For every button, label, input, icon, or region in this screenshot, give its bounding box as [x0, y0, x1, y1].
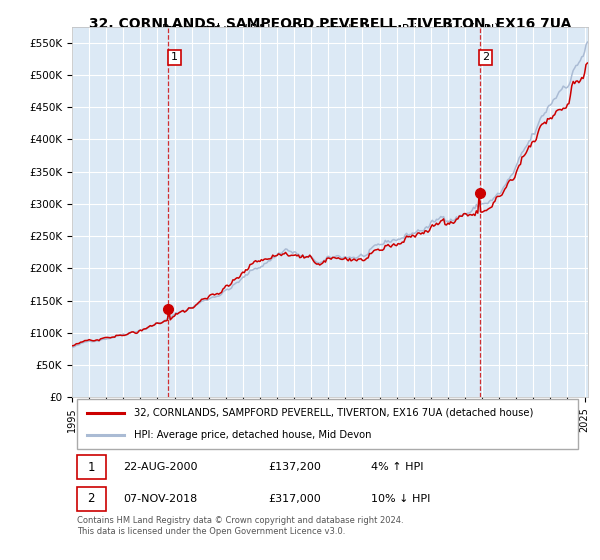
Text: 1: 1: [171, 53, 178, 62]
Text: Contains HM Land Registry data © Crown copyright and database right 2024.
This d: Contains HM Land Registry data © Crown c…: [77, 516, 404, 536]
Text: 1: 1: [88, 460, 95, 474]
FancyBboxPatch shape: [77, 455, 106, 479]
Text: 10% ↓ HPI: 10% ↓ HPI: [371, 494, 431, 504]
Text: Price paid vs. HM Land Registry's House Price Index (HPI): Price paid vs. HM Land Registry's House …: [161, 22, 499, 36]
FancyBboxPatch shape: [77, 399, 578, 449]
FancyBboxPatch shape: [77, 487, 106, 511]
Text: 2: 2: [482, 53, 489, 62]
Text: 2: 2: [88, 492, 95, 505]
Text: £137,200: £137,200: [268, 462, 321, 472]
Text: 4% ↑ HPI: 4% ↑ HPI: [371, 462, 424, 472]
Text: 32, CORNLANDS, SAMPFORD PEVERELL, TIVERTON, EX16 7UA: 32, CORNLANDS, SAMPFORD PEVERELL, TIVERT…: [89, 17, 571, 31]
Text: 22-AUG-2000: 22-AUG-2000: [124, 462, 198, 472]
Text: £317,000: £317,000: [268, 494, 321, 504]
Text: 07-NOV-2018: 07-NOV-2018: [124, 494, 198, 504]
Text: HPI: Average price, detached house, Mid Devon: HPI: Average price, detached house, Mid …: [134, 430, 371, 440]
Text: 32, CORNLANDS, SAMPFORD PEVERELL, TIVERTON, EX16 7UA (detached house): 32, CORNLANDS, SAMPFORD PEVERELL, TIVERT…: [134, 408, 533, 418]
